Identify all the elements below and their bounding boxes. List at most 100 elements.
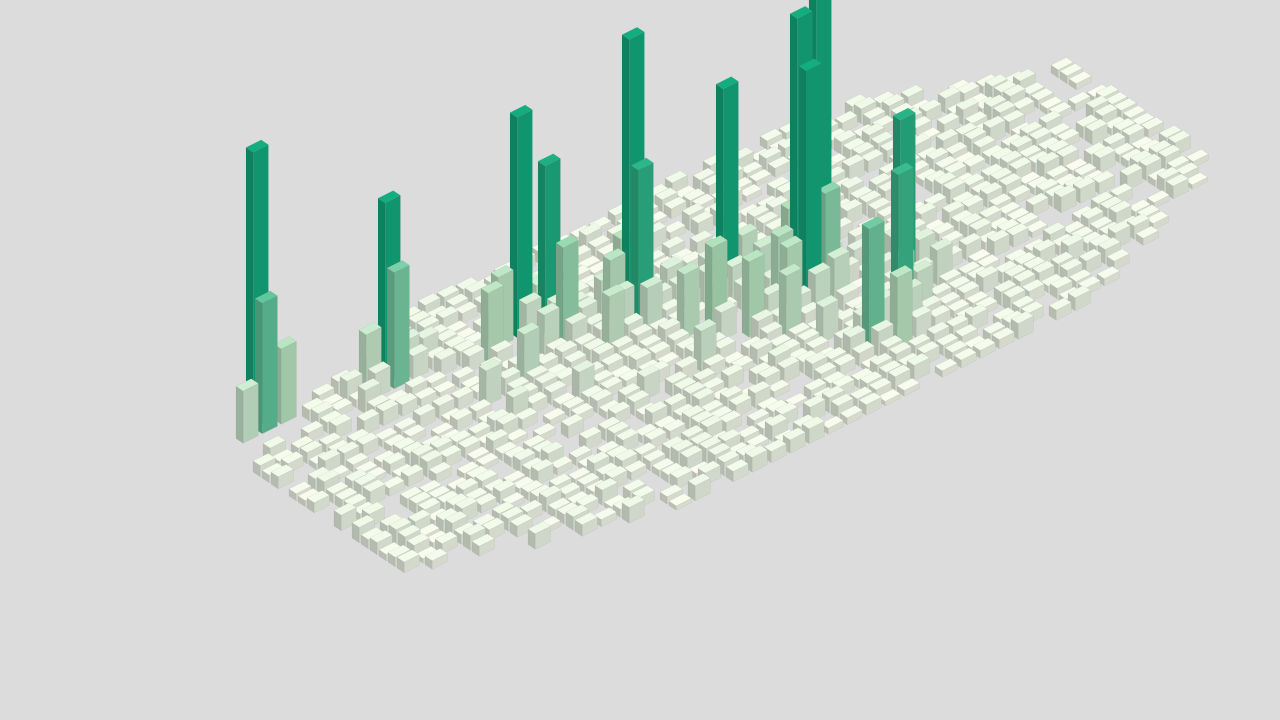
bar-top-face [415, 326, 439, 339]
bar-19-14 [676, 261, 700, 339]
bar-top-face [1095, 84, 1119, 98]
bar-top-face [1102, 131, 1126, 145]
bar-top-face [704, 235, 728, 249]
bar-top-face [436, 284, 460, 298]
bar-top-face [807, 262, 831, 276]
bar-top-face [662, 220, 686, 234]
bar-top-face [435, 305, 459, 319]
bar-top-face [1146, 190, 1170, 203]
bar-top-face [452, 339, 476, 353]
bar-41-11 [1067, 91, 1091, 112]
bar-top-face [311, 382, 335, 396]
bar-top-face [867, 196, 891, 210]
bar-top-face [858, 189, 882, 203]
bar-40-15 [1084, 118, 1108, 146]
bar-top-face [582, 337, 606, 351]
bar-top-face [770, 224, 794, 238]
bar-top-face [1053, 184, 1077, 198]
bar-8-5 [386, 260, 410, 390]
bar-top-face [407, 310, 431, 324]
bar-top-face [1024, 219, 1048, 233]
bar-top-face [356, 408, 380, 422]
bar-top-face [290, 435, 314, 449]
bar-top-face [1050, 57, 1074, 71]
bar-top-face [666, 328, 690, 342]
bar-25-30 [934, 358, 958, 378]
bar-top-face [968, 217, 992, 231]
bar-top-face [254, 290, 278, 304]
bar-top-face [1094, 103, 1118, 117]
bar-top-face [851, 141, 875, 155]
bar-top-face [1045, 164, 1069, 178]
bar-top-face [1001, 109, 1025, 123]
bar-top-face [862, 106, 886, 120]
bar-top-face [423, 370, 447, 384]
bar-top-face [1030, 87, 1054, 101]
bar-top-face [861, 122, 885, 136]
bar-top-face [1067, 91, 1091, 105]
bar-top-face [958, 232, 982, 246]
bar-top-face [432, 380, 456, 394]
bar-top-face [1148, 139, 1172, 153]
bar-top-face [1109, 182, 1133, 196]
bar-top-face [789, 5, 813, 19]
bar-top-face [692, 167, 716, 181]
bar-top-face [1089, 215, 1113, 229]
bar-top-face [1038, 110, 1062, 124]
bar-top-face [986, 229, 1010, 243]
bar-top-face [963, 126, 987, 140]
bar-top-face [367, 361, 391, 375]
bar-top-face [982, 115, 1006, 129]
bar-top-face [961, 172, 985, 186]
bar-top-face [1085, 95, 1109, 109]
bar-top-face [630, 157, 654, 171]
bar-top-face [748, 168, 772, 182]
bar-top-face [840, 175, 864, 189]
bar-top-face [954, 122, 978, 136]
bar-top-face [997, 201, 1021, 215]
bar-top-face [755, 210, 779, 224]
bar-top-face [329, 397, 353, 411]
bar-top-face [1158, 125, 1182, 139]
bar-top-face [433, 347, 457, 361]
bar-front-face [896, 269, 913, 348]
bar-40-24 [1165, 173, 1189, 200]
bar-top-face [1111, 142, 1135, 156]
bar-top-face [682, 187, 706, 201]
bar-top-face [1059, 63, 1083, 77]
bar-top-face [738, 183, 762, 197]
bar-top-face [1007, 184, 1031, 198]
bar-top-face [1121, 122, 1145, 136]
bar-top-face [913, 201, 937, 215]
bar-top-face [262, 435, 286, 449]
bar-top-face [935, 128, 959, 142]
bar-top-face [654, 187, 678, 201]
bar-top-face [1165, 173, 1189, 187]
bar-top-face [416, 315, 440, 329]
bar-top-face [573, 332, 597, 346]
bar-top-face [417, 292, 441, 306]
bar-top-face [937, 85, 961, 99]
bar-top-face [1113, 97, 1137, 111]
bar-top-face [555, 235, 579, 248]
bar-top-face [1084, 118, 1108, 132]
bar-top-face [318, 432, 342, 446]
bar-top-face [936, 111, 960, 125]
bar-top-face [1127, 199, 1151, 213]
bar-top-face [578, 222, 602, 236]
bar-1-3 [235, 378, 259, 444]
bar-top-face [629, 323, 653, 337]
bar-top-face [1025, 192, 1049, 206]
bar-top-face [412, 403, 436, 417]
bar-top-face [587, 234, 611, 248]
bar-27-4 [738, 183, 762, 203]
bar-31-30 [1048, 297, 1072, 321]
bar-top-face [1108, 200, 1132, 214]
bar-top-face [489, 339, 513, 353]
bar-top-face [758, 146, 782, 160]
bar-top-face [934, 155, 958, 169]
bar-top-face [1068, 70, 1092, 84]
bar-top-face [480, 280, 504, 294]
bar-34-21 [1024, 219, 1048, 239]
